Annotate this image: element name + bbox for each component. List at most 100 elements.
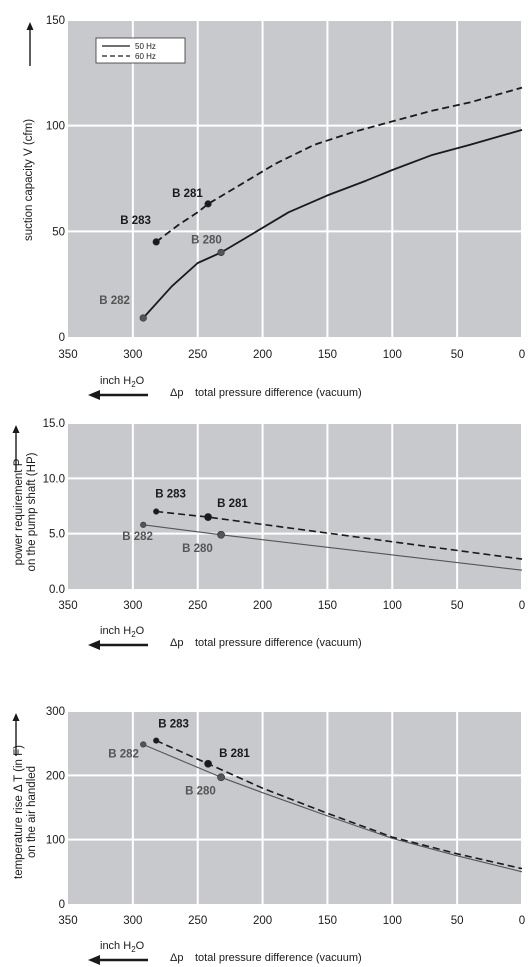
point-label: B 282 (108, 748, 139, 760)
x-tick-label: 0 (519, 600, 525, 612)
x-tick-label: 300 (123, 349, 142, 361)
y-axis-arrow-head (12, 713, 20, 721)
y-tick-label: 0 (59, 899, 65, 911)
y-tick-label: 0.0 (49, 584, 65, 596)
data-point (140, 741, 147, 748)
x-axis-arrow-head (88, 955, 100, 965)
point-label: B 282 (99, 295, 130, 307)
data-point (217, 530, 225, 539)
x-tick-label: 300 (123, 600, 142, 612)
point-label: B 280 (185, 785, 216, 797)
x-tick-label: 100 (383, 915, 402, 927)
x-axis-caption: inch H2O Δp total pressure difference (vac… (88, 375, 362, 400)
x-tick-label: 200 (253, 349, 272, 361)
x-axis-symbol: Δp (170, 387, 183, 399)
x-tick-label: 0 (519, 915, 525, 927)
y-axis-label: temperature rise Δ T (in F) on the air ha… (13, 745, 38, 879)
x-tick-label: 0 (519, 349, 525, 361)
point-label: B 281 (217, 498, 248, 510)
x-axis-symbol: Δp (170, 637, 183, 649)
x-tick-label: 250 (188, 600, 207, 612)
point-label: B 283 (120, 215, 151, 227)
x-axis-caption: inch H2O Δp total pressure difference (vac… (88, 625, 362, 650)
x-tick-label: 50 (451, 600, 464, 612)
data-point (217, 773, 225, 782)
x-axis-label: total pressure difference (vacuum) (195, 637, 362, 649)
legend-box (95, 37, 186, 64)
y-axis-label-line: temperature rise Δ T (in F) (13, 745, 25, 879)
point-label: B 281 (172, 188, 203, 200)
x-tick-label: 250 (188, 349, 207, 361)
data-point (153, 508, 160, 515)
plot-area (68, 423, 522, 589)
legend-label: 50 Hz (135, 42, 156, 51)
y-tick-label: 10.0 (43, 473, 65, 485)
series-line-50-hz (142, 129, 523, 319)
data-point (140, 521, 147, 528)
series-line-60-hz (156, 510, 523, 560)
plot-area (68, 711, 522, 904)
x-axis-caption: inch H2O Δp total pressure difference (vac… (88, 940, 362, 965)
y-axis-arrow-head (26, 22, 34, 30)
point-label: B 283 (155, 489, 186, 501)
data-point (217, 248, 225, 257)
x-axis-unit: inch H2O (100, 940, 145, 954)
chart-panel-2: 0.0 5.0 10.0 15.0 350 300 250 200 150 100 50 0 power… (12, 418, 525, 650)
x-axis-label: total pressure difference (vacuum) (195, 387, 362, 399)
point-label: B 282 (122, 531, 153, 543)
x-axis-unit: inch H2O (100, 375, 145, 389)
y-axis-label-line: on the pump shaft (HP) (26, 452, 38, 571)
x-tick-label: 250 (188, 915, 207, 927)
point-label: B 283 (158, 719, 189, 731)
x-axis-symbol: Δp (170, 952, 183, 964)
y-tick-label: 300 (46, 706, 65, 718)
y-tick-label: 100 (46, 121, 65, 133)
y-tick-label: 100 (46, 835, 65, 847)
y-tick-label: 200 (46, 770, 65, 782)
x-axis-label: total pressure difference (vacuum) (195, 952, 362, 964)
data-point (204, 513, 212, 521)
point-label: B 280 (191, 234, 222, 246)
x-tick-label: 100 (383, 349, 402, 361)
data-point (152, 238, 160, 246)
y-axis-label: suction capacity V (cfm) (23, 119, 35, 241)
x-tick-label: 300 (123, 915, 142, 927)
data-point (204, 759, 212, 768)
data-point (153, 737, 160, 744)
y-tick-label: 150 (46, 15, 65, 27)
y-axis-label-line: power requirement P (13, 458, 25, 565)
point-label: B 280 (182, 543, 213, 555)
y-axis-label-line: on the air handled (26, 766, 38, 858)
y-tick-label: 15.0 (43, 418, 65, 430)
x-tick-label: 150 (318, 349, 337, 361)
plot-area (68, 20, 522, 337)
x-axis-unit: inch H2O (100, 625, 145, 639)
y-tick-label: 50 (52, 226, 65, 238)
x-tick-label: 50 (451, 349, 464, 361)
x-tick-label: 200 (253, 600, 272, 612)
legend-label: 60 Hz (135, 52, 156, 61)
y-axis-label-line: suction capacity V (cfm) (23, 119, 35, 241)
x-tick-label: 150 (318, 600, 337, 612)
series-line-60-hz (155, 86, 523, 243)
y-tick-label: 0 (59, 332, 65, 344)
x-tick-label: 150 (318, 915, 337, 927)
y-axis-arrow-head (12, 425, 20, 433)
point-label: B 281 (219, 748, 250, 760)
x-tick-label: 100 (383, 600, 402, 612)
x-tick-label: 350 (58, 349, 77, 361)
data-point (204, 200, 212, 208)
x-tick-label: 200 (253, 915, 272, 927)
y-tick-label: 5.0 (49, 529, 65, 541)
chart-panel-3: 0 100 200 300 350 300 250 200 150 100 50 0 temperatu… (12, 706, 525, 965)
x-axis-arrow-head (88, 640, 100, 650)
x-tick-label: 350 (58, 600, 77, 612)
x-tick-label: 350 (58, 915, 77, 927)
x-tick-label: 50 (451, 915, 464, 927)
x-axis-arrow-head (88, 390, 100, 400)
data-point (139, 314, 147, 322)
chart-panel-1: 0 50 100 150 350 300 250 200 150 100 50 0 suction ca… (23, 15, 525, 400)
